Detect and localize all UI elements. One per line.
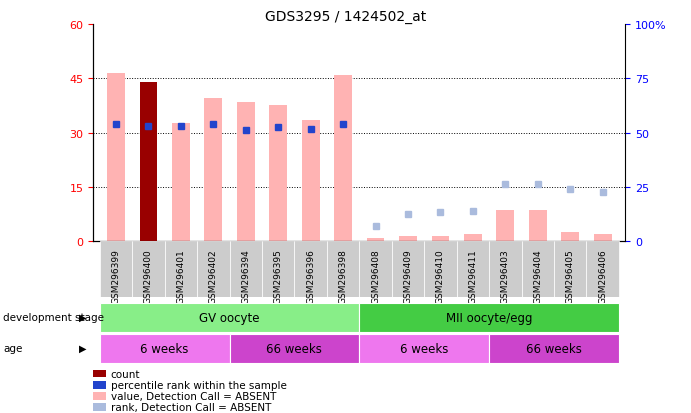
Bar [522,242,554,297]
Bar [100,304,359,332]
Text: GSM296400: GSM296400 [144,248,153,303]
Bar [561,233,579,242]
Text: GSM296399: GSM296399 [111,248,120,303]
Bar [457,242,489,297]
Bar [334,75,352,242]
Text: count: count [111,369,140,379]
Bar [100,242,132,297]
Text: GDS3295 / 1424502_at: GDS3295 / 1424502_at [265,10,426,24]
Bar [529,211,547,242]
Text: MII oocyte/egg: MII oocyte/egg [446,311,532,325]
Bar [229,335,359,363]
Bar [237,102,255,242]
Text: GSM296403: GSM296403 [501,248,510,303]
Bar [205,99,223,242]
Text: ▶: ▶ [79,312,86,322]
Bar [359,335,489,363]
Bar [197,242,229,297]
Bar [431,236,449,242]
Bar [172,124,190,242]
Bar [107,74,125,242]
Bar [269,106,287,242]
Bar [464,235,482,242]
Bar [554,242,587,297]
Text: development stage: development stage [3,312,104,322]
Bar [164,242,197,297]
Text: GSM296395: GSM296395 [274,248,283,303]
Text: GSM296394: GSM296394 [241,248,250,303]
Text: GSM296402: GSM296402 [209,248,218,303]
Bar [594,235,612,242]
Text: GSM296408: GSM296408 [371,248,380,303]
Bar [587,242,619,297]
Text: GV oocyte: GV oocyte [199,311,260,325]
Bar [424,242,457,297]
Text: GSM296398: GSM296398 [339,248,348,303]
Text: value, Detection Call = ABSENT: value, Detection Call = ABSENT [111,391,276,401]
Bar [359,304,619,332]
Bar [132,242,164,297]
Text: GSM296411: GSM296411 [468,248,477,303]
Bar [327,242,359,297]
Bar [489,335,619,363]
Text: age: age [3,343,23,353]
Text: GSM296405: GSM296405 [566,248,575,303]
Text: GSM296401: GSM296401 [176,248,185,303]
Bar [392,242,424,297]
Bar [100,335,229,363]
Bar [496,211,514,242]
Text: GSM296404: GSM296404 [533,248,542,303]
Bar [399,236,417,242]
Text: 6 weeks: 6 weeks [400,342,448,356]
Bar [359,242,392,297]
Bar [229,242,262,297]
Text: GSM296396: GSM296396 [306,248,315,303]
Text: ▶: ▶ [79,343,86,353]
Text: percentile rank within the sample: percentile rank within the sample [111,380,287,390]
Bar [489,242,522,297]
Text: rank, Detection Call = ABSENT: rank, Detection Call = ABSENT [111,402,271,412]
Bar [302,121,319,242]
Text: 6 weeks: 6 weeks [140,342,189,356]
Text: GSM296409: GSM296409 [404,248,413,303]
Text: GSM296410: GSM296410 [436,248,445,303]
Text: 66 weeks: 66 weeks [526,342,582,356]
Text: 66 weeks: 66 weeks [267,342,323,356]
Bar [140,83,158,242]
Bar [294,242,327,297]
Bar [367,238,384,242]
Text: GSM296406: GSM296406 [598,248,607,303]
Bar [262,242,294,297]
